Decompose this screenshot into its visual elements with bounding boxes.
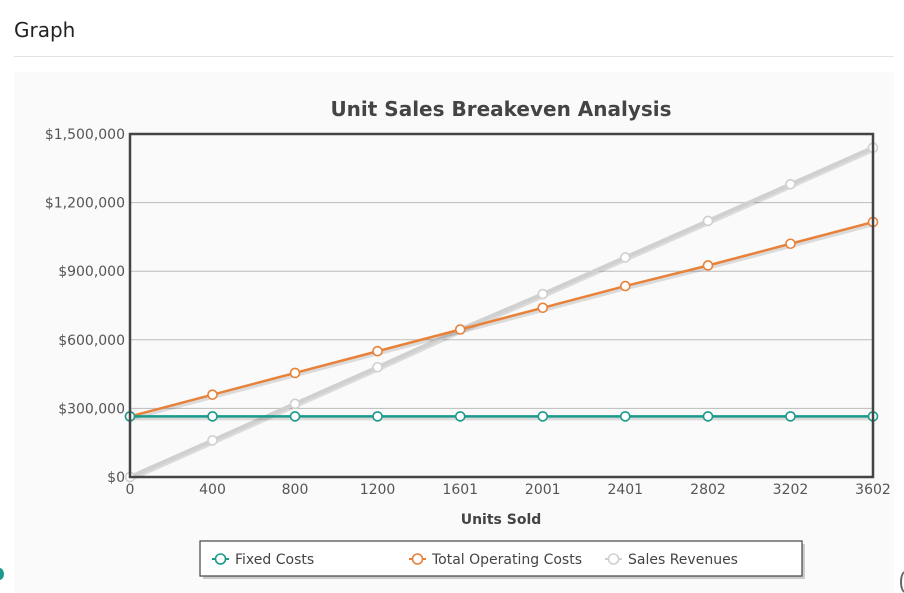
legend-items: Fixed Costs Total Operating Costs Sales Re… xyxy=(212,552,738,568)
series-line-shadow xyxy=(130,222,875,421)
data-point xyxy=(785,179,796,190)
legend: Fixed Costs Total Operating Costs Sales Re… xyxy=(199,540,805,579)
data-point xyxy=(702,215,714,227)
data-point xyxy=(702,411,714,422)
data-point xyxy=(785,411,796,422)
left-edge-marker xyxy=(0,568,4,580)
data-point xyxy=(454,411,466,422)
x-axis-title: Units Sold xyxy=(461,512,542,528)
legend-swatch-marker xyxy=(607,553,620,565)
x-tick-label: 2401 xyxy=(607,482,643,498)
legend-swatch-marker xyxy=(411,553,424,565)
plot-frame xyxy=(128,132,875,479)
legend-box xyxy=(199,540,803,577)
data-point xyxy=(372,345,383,357)
x-tick-label: 0 xyxy=(126,482,135,498)
header-divider xyxy=(14,56,894,57)
x-tick-label: 400 xyxy=(199,482,226,498)
legend-label: Sales Revenues xyxy=(628,552,738,568)
page-title: Graph xyxy=(14,18,76,42)
data-point xyxy=(207,411,218,422)
legend-label: Total Operating Costs xyxy=(431,552,582,568)
y-tick-label: $600,000 xyxy=(58,333,125,349)
x-tick-label: 1601 xyxy=(442,482,478,498)
series-fixed-costs xyxy=(124,411,879,422)
data-point xyxy=(537,288,549,300)
data-point xyxy=(207,435,218,446)
x-tick-label: 3602 xyxy=(855,482,891,498)
legend-label: Fixed Costs xyxy=(235,552,314,568)
series-line xyxy=(129,220,874,418)
y-tick-label: $900,000 xyxy=(58,264,125,280)
data-point xyxy=(454,324,466,335)
data-point xyxy=(372,361,383,373)
y-axis-ticks: $0 $300,000 $600,000 $900,000 $1,200,000 $1,5… xyxy=(45,127,125,486)
data-point xyxy=(537,411,549,422)
x-tick-label: 1200 xyxy=(360,482,396,498)
breakeven-chart: Unit Sales Breakeven Analysis $0 $300,000… xyxy=(45,97,891,579)
y-tick-label: $0 xyxy=(107,470,125,486)
data-point xyxy=(785,238,796,250)
y-tick-label: $300,000 xyxy=(58,401,125,417)
data-point xyxy=(537,302,549,314)
y-tick-label: $1,500,000 xyxy=(45,127,125,143)
series-layer xyxy=(124,142,879,483)
chart-panel: Unit Sales Breakeven Analysis $0 $300,000… xyxy=(14,72,894,593)
series-total-operating-costs xyxy=(124,216,879,422)
chart-title: Unit Sales Breakeven Analysis xyxy=(330,97,671,121)
data-point xyxy=(702,260,714,271)
data-point xyxy=(619,252,631,263)
data-point xyxy=(289,398,301,410)
y-tick-label: $1,200,000 xyxy=(45,196,125,212)
x-tick-label: 2802 xyxy=(690,482,726,498)
data-point xyxy=(372,411,383,422)
series-sales-revenues xyxy=(124,142,879,483)
data-point xyxy=(289,367,301,379)
legend-swatch-marker xyxy=(214,553,227,565)
series-line xyxy=(129,145,874,479)
x-tick-label: 3202 xyxy=(773,482,809,498)
data-point xyxy=(619,411,631,422)
data-point xyxy=(207,389,218,400)
x-tick-label: 2001 xyxy=(525,482,561,498)
right-edge-marker xyxy=(900,571,904,593)
data-point xyxy=(289,411,301,422)
x-tick-label: 800 xyxy=(282,482,309,498)
data-point xyxy=(619,280,631,292)
series-line-shadow xyxy=(130,147,875,481)
x-axis-ticks: 0 400 800 1200 1601 2001 2401 2802 3202 3602 xyxy=(126,482,891,498)
grid-lines xyxy=(130,202,873,409)
